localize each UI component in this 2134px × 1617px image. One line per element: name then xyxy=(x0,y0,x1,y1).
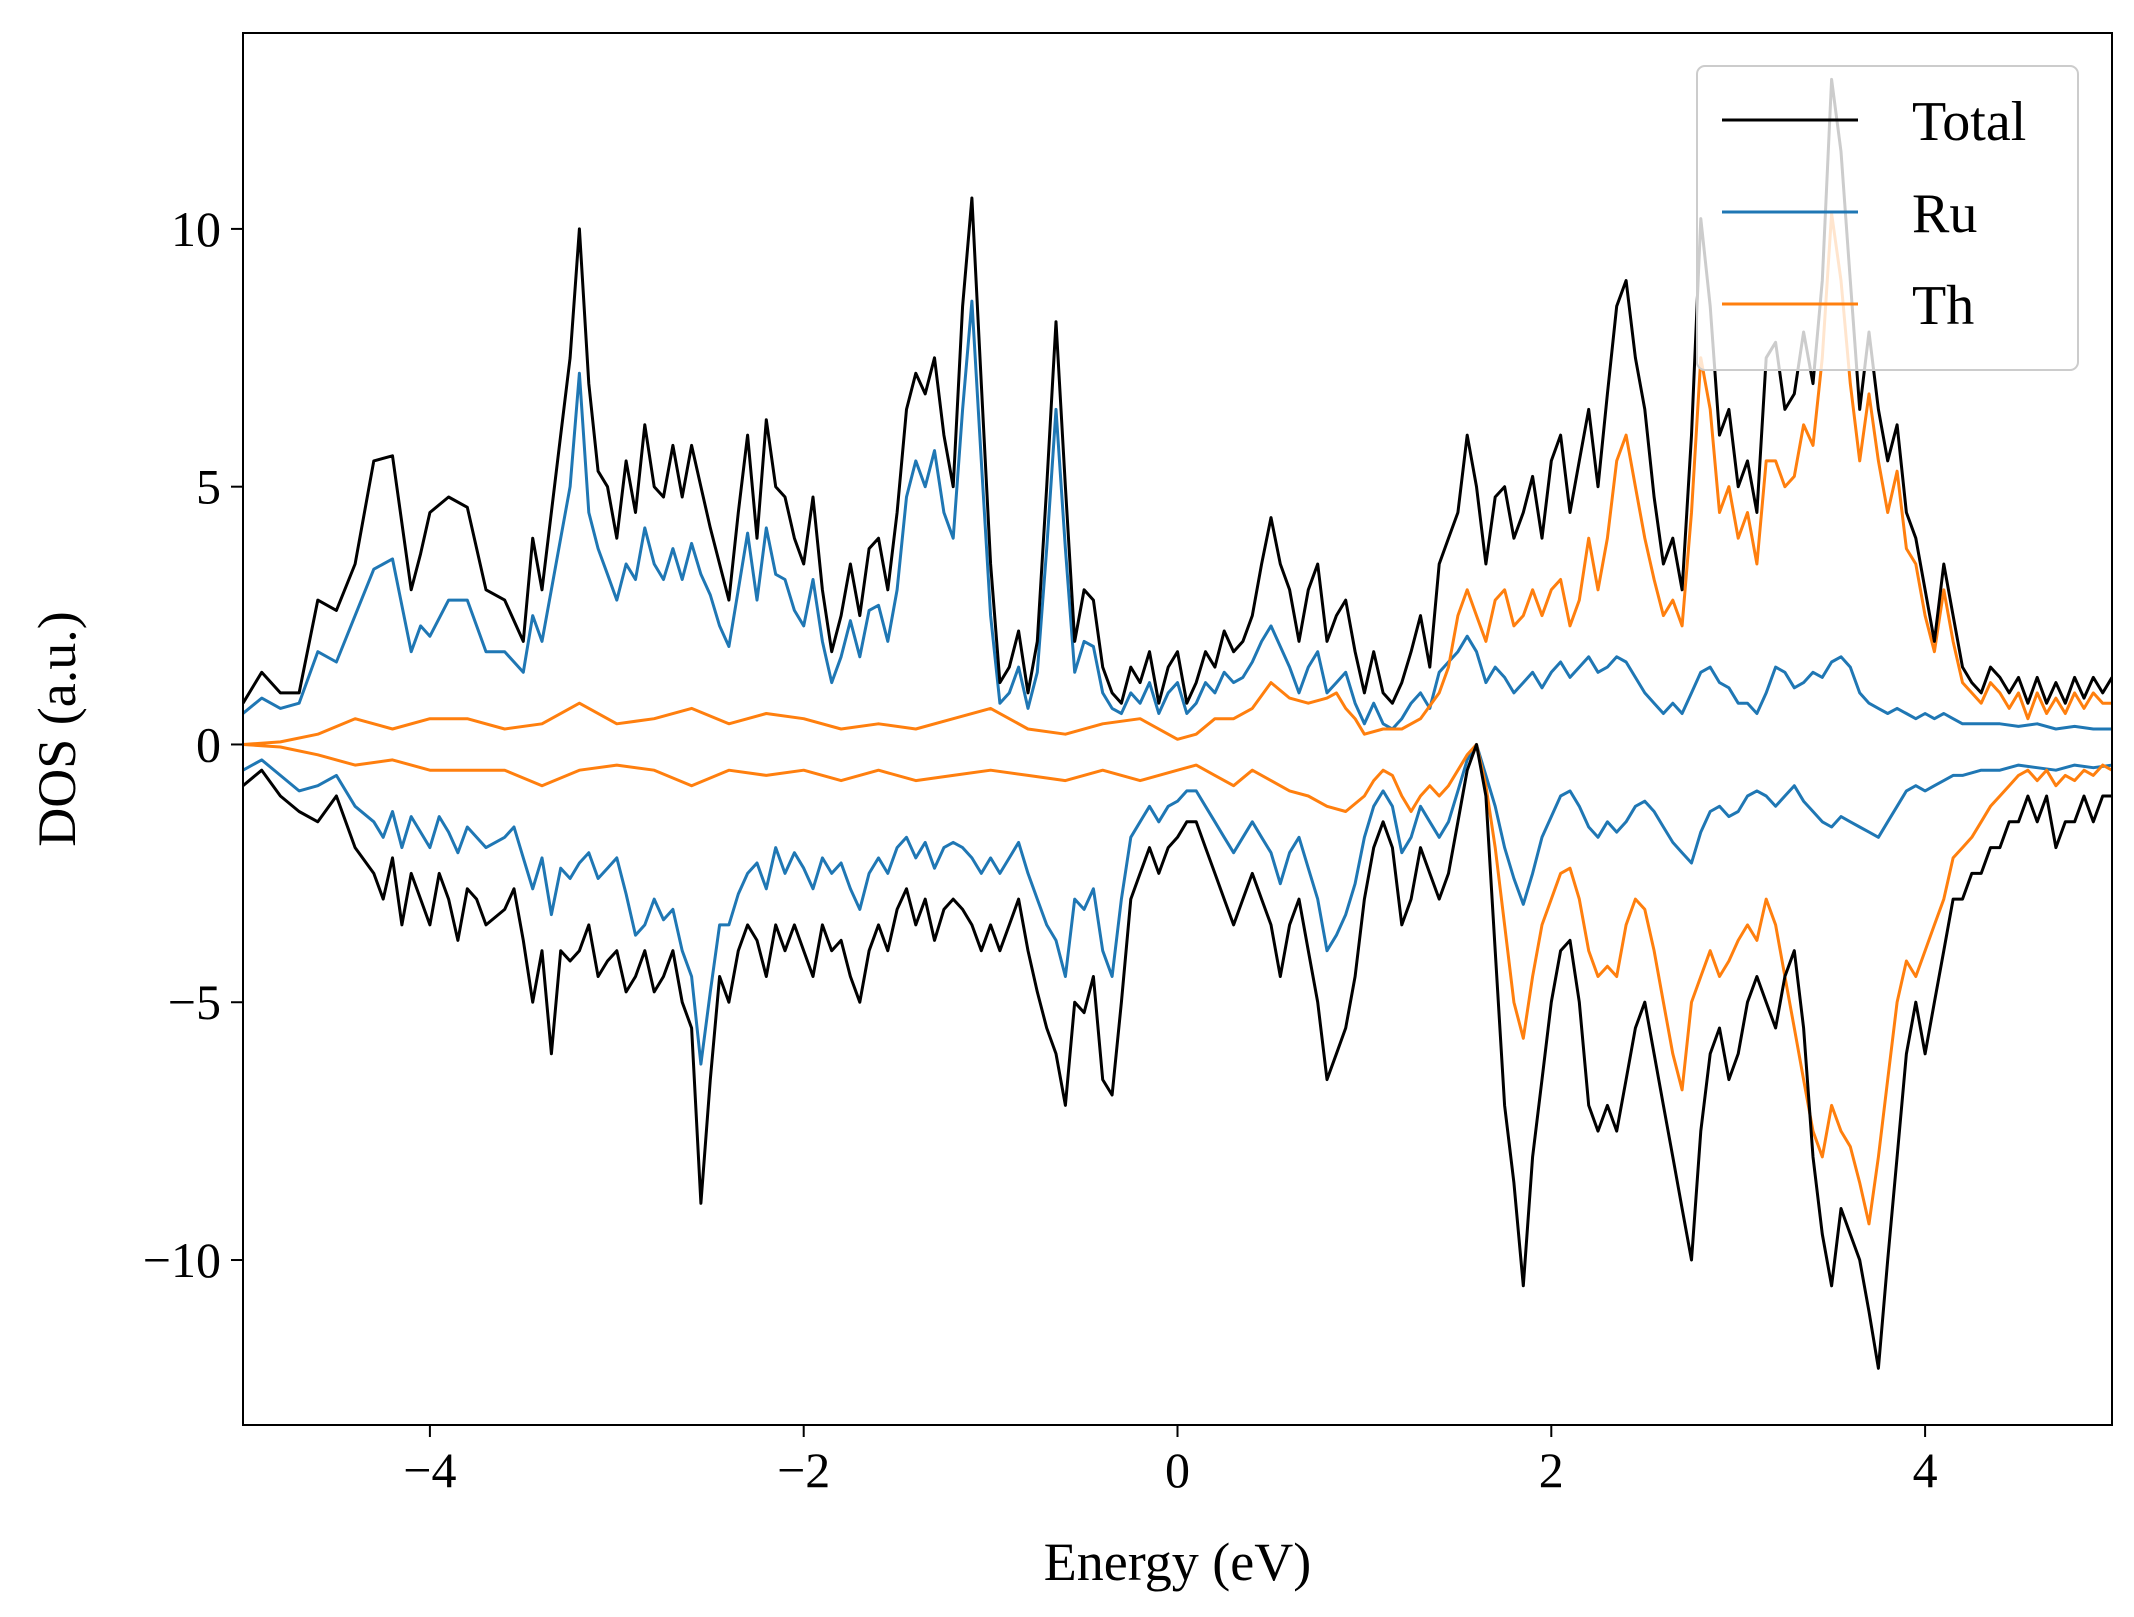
x-tick-label: 2 xyxy=(1539,1442,1564,1498)
legend-label-total: Total xyxy=(1912,91,2026,153)
series-layer xyxy=(243,77,2112,1370)
series-line-total-down xyxy=(243,743,2112,1370)
legend-label-th: Th xyxy=(1912,275,1974,337)
y-tick-label: 5 xyxy=(196,459,221,515)
legend-label-ru: Ru xyxy=(1912,183,1977,245)
x-axis-title: Energy (eV) xyxy=(1044,1532,1311,1592)
series-line-ru-down xyxy=(243,743,2112,1066)
x-tick-label: 4 xyxy=(1913,1442,1938,1498)
series-line-ru-up xyxy=(243,299,2112,731)
y-tick-label: 0 xyxy=(196,716,221,772)
y-tick-label: 10 xyxy=(171,201,221,257)
legend: Total Ru Th xyxy=(1696,65,2079,371)
series-line-th-up xyxy=(243,211,2112,746)
series-line-th-down xyxy=(243,743,2112,1226)
x-tick-label: 0 xyxy=(1165,1442,1190,1498)
y-tick-label: −10 xyxy=(143,1232,221,1288)
legend-box xyxy=(1696,65,2079,371)
y-axis-title: DOS (a.u.) xyxy=(27,611,87,846)
y-axis: −10 −5 0 5 10 xyxy=(143,201,243,1288)
x-tick-label: −2 xyxy=(777,1442,830,1498)
y-tick-label: −5 xyxy=(168,974,221,1030)
x-axis: −4 −2 0 2 4 xyxy=(403,1425,1938,1498)
x-tick-label: −4 xyxy=(403,1442,456,1498)
